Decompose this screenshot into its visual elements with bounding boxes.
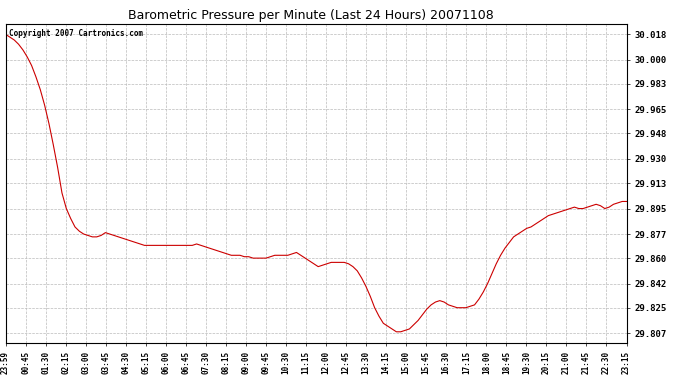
Text: Barometric Pressure per Minute (Last 24 Hours) 20071108: Barometric Pressure per Minute (Last 24 … <box>128 9 493 22</box>
Text: Copyright 2007 Cartronics.com: Copyright 2007 Cartronics.com <box>8 29 143 38</box>
